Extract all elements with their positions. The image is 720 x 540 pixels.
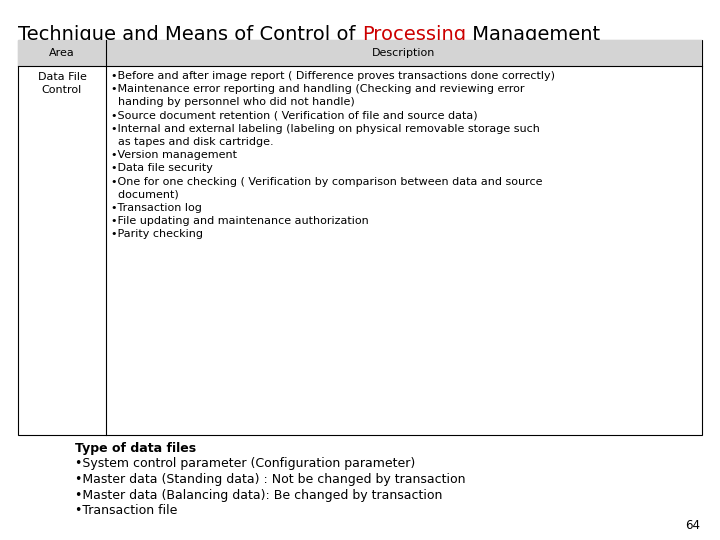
Text: •Master data (Balancing data): Be changed by transaction: •Master data (Balancing data): Be change… [75,489,442,502]
Text: •Internal and external labeling (labeling on physical removable storage such: •Internal and external labeling (labelin… [111,124,540,134]
Text: handing by personnel who did not handle): handing by personnel who did not handle) [111,97,355,107]
Text: document): document) [111,190,179,200]
Text: Description: Description [372,48,436,58]
Text: Technique and Means of Control of: Technique and Means of Control of [18,25,361,44]
Text: •Maintenance error reporting and handling (Checking and reviewing error: •Maintenance error reporting and handlin… [111,84,524,94]
Text: •File updating and maintenance authorization: •File updating and maintenance authoriza… [111,216,369,226]
Text: •Source document retention ( Verification of file and source data): •Source document retention ( Verificatio… [111,111,477,120]
Text: Processing: Processing [361,25,466,44]
Text: •Parity checking: •Parity checking [111,230,203,239]
Text: Area: Area [49,48,75,58]
Text: •Transaction file: •Transaction file [75,504,177,517]
Bar [18,40,702,435]
Text: •Data file security: •Data file security [111,164,213,173]
Bar [18,40,702,66]
Text: 64: 64 [685,519,700,532]
Text: •Version management: •Version management [111,150,237,160]
Text: •System control parameter (Configuration parameter): •System control parameter (Configuration… [75,457,415,470]
Text: Management: Management [466,25,600,44]
Text: •One for one checking ( Verification by comparison between data and source: •One for one checking ( Verification by … [111,177,542,187]
Text: •Before and after image report ( Difference proves transactions done correctly): •Before and after image report ( Differe… [111,71,555,81]
Text: •Transaction log: •Transaction log [111,203,202,213]
Text: •Master data (Standing data) : Not be changed by transaction: •Master data (Standing data) : Not be ch… [75,473,466,486]
Text: Data File
Control: Data File Control [37,72,86,95]
Text: as tapes and disk cartridge.: as tapes and disk cartridge. [111,137,274,147]
Text: Type of data files: Type of data files [75,442,196,455]
